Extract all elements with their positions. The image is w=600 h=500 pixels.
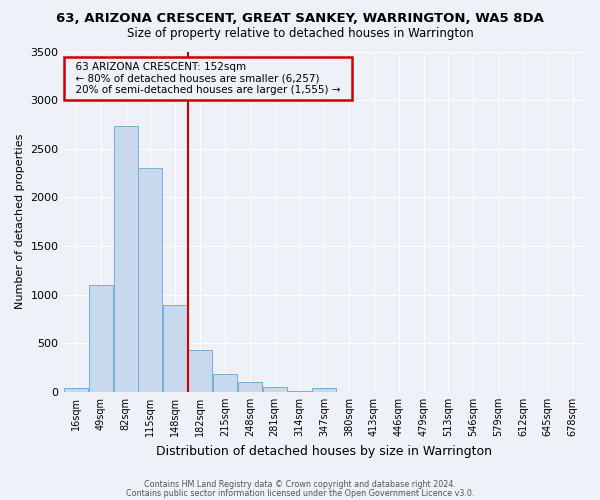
- Text: Contains public sector information licensed under the Open Government Licence v3: Contains public sector information licen…: [126, 489, 474, 498]
- Text: 63 ARIZONA CRESCENT: 152sqm  
  ← 80% of detached houses are smaller (6,257)  
 : 63 ARIZONA CRESCENT: 152sqm ← 80% of det…: [69, 62, 347, 95]
- Text: Contains HM Land Registry data © Crown copyright and database right 2024.: Contains HM Land Registry data © Crown c…: [144, 480, 456, 489]
- Bar: [287, 391, 311, 392]
- Bar: [139, 168, 163, 392]
- Bar: [213, 374, 237, 392]
- Bar: [163, 306, 187, 392]
- Bar: [113, 126, 137, 392]
- Text: Size of property relative to detached houses in Warrington: Size of property relative to detached ho…: [127, 28, 473, 40]
- Bar: [312, 388, 337, 392]
- Bar: [238, 382, 262, 392]
- Y-axis label: Number of detached properties: Number of detached properties: [15, 134, 25, 310]
- Bar: [188, 350, 212, 392]
- Bar: [263, 387, 287, 392]
- Text: 63, ARIZONA CRESCENT, GREAT SANKEY, WARRINGTON, WA5 8DA: 63, ARIZONA CRESCENT, GREAT SANKEY, WARR…: [56, 12, 544, 26]
- Bar: [89, 285, 113, 392]
- Bar: [64, 388, 88, 392]
- X-axis label: Distribution of detached houses by size in Warrington: Distribution of detached houses by size …: [156, 444, 492, 458]
